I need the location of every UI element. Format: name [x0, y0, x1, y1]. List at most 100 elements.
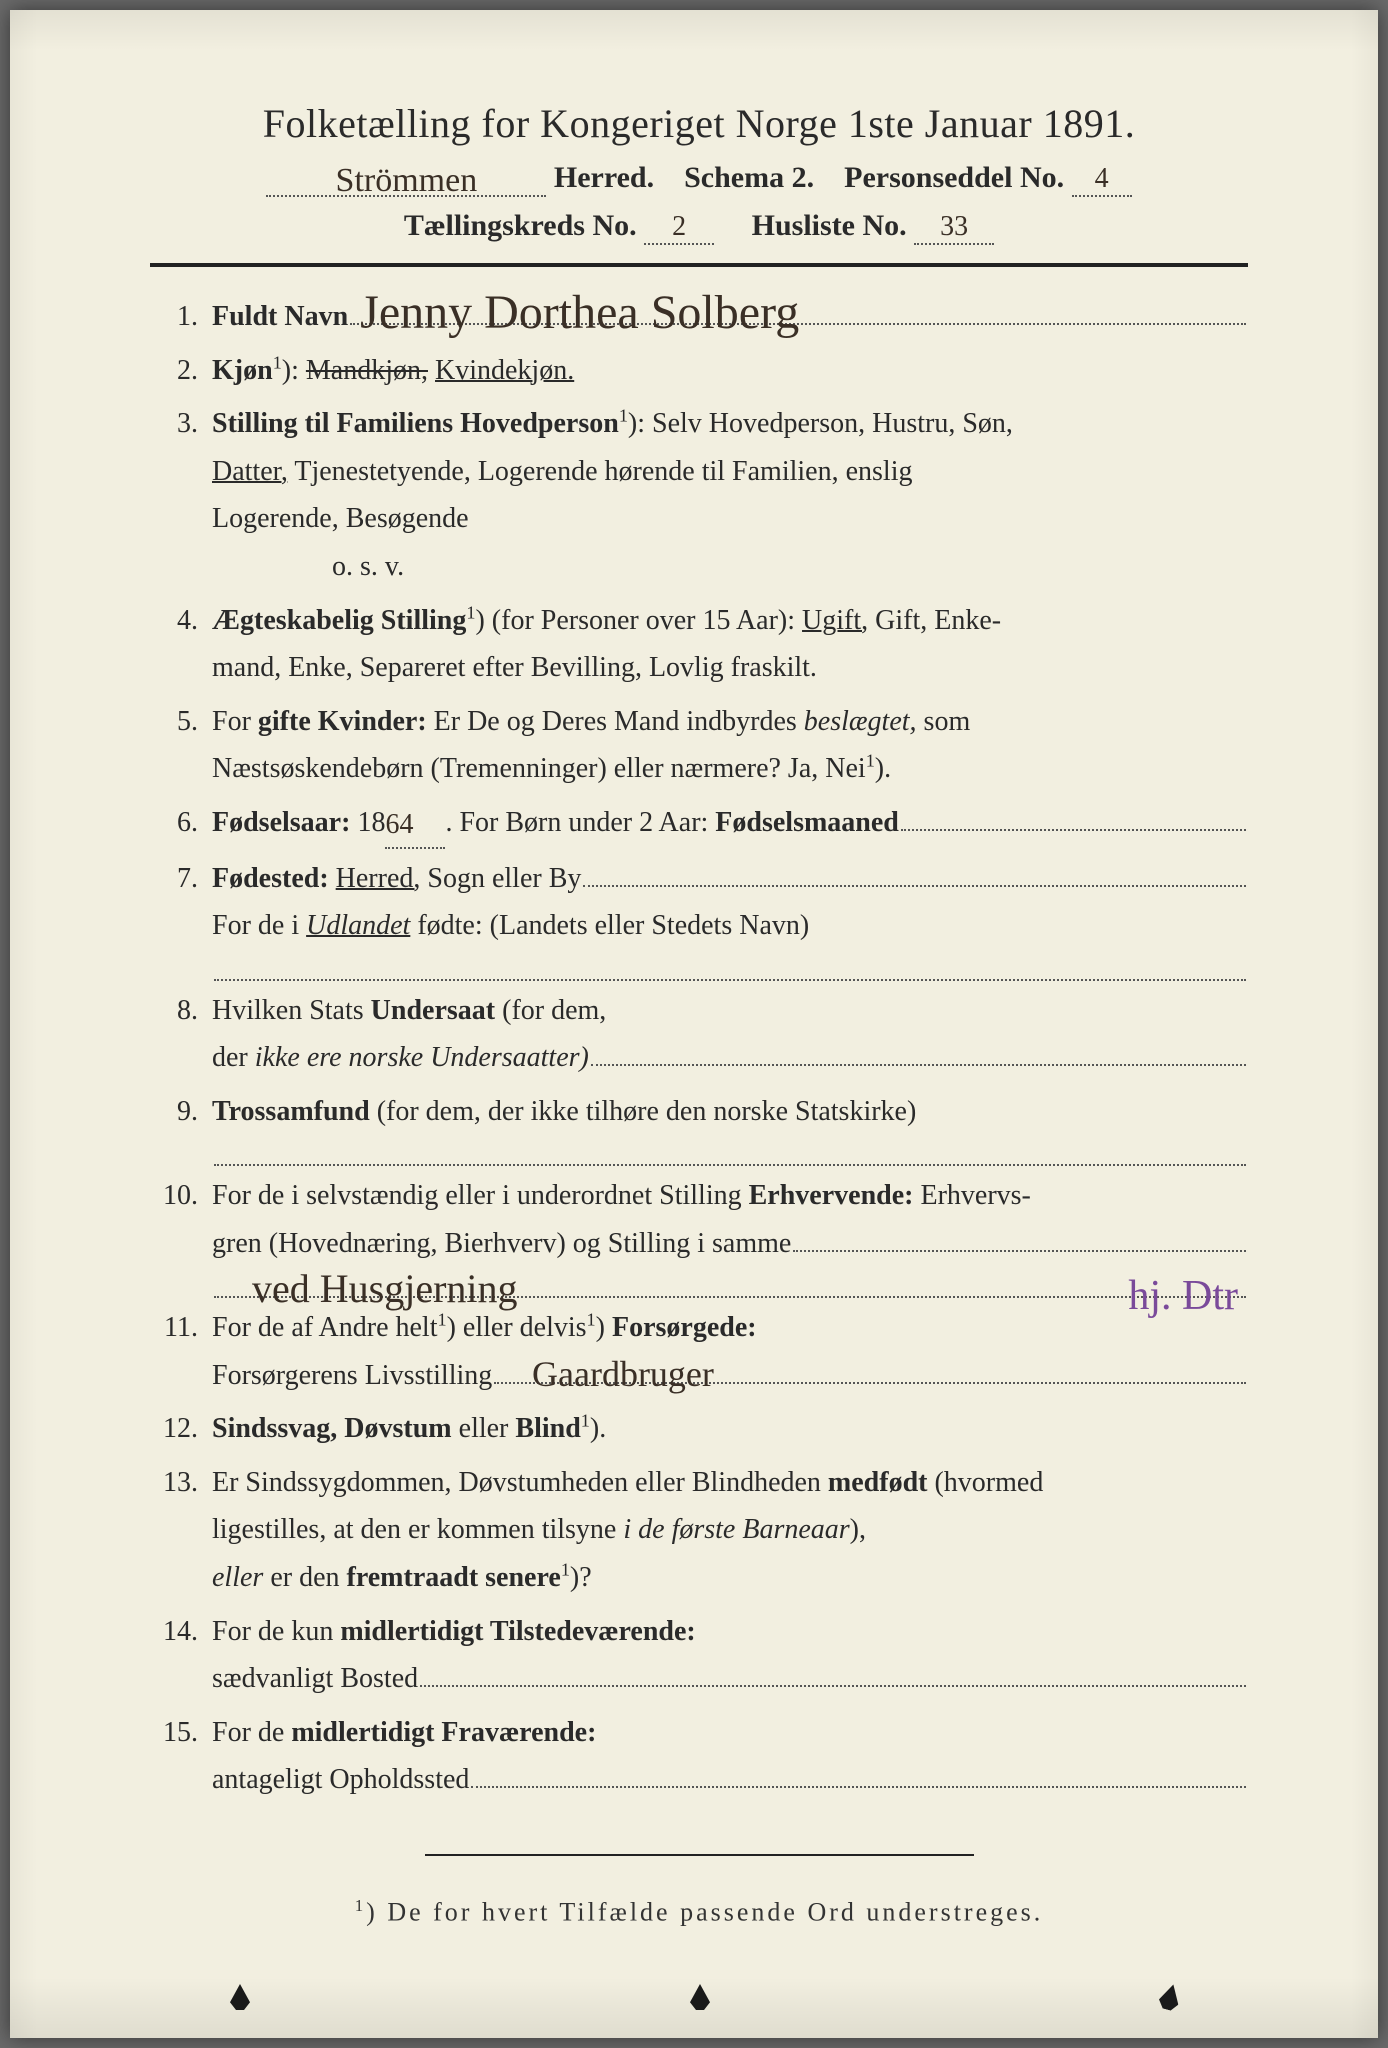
bold: Erhvervende: [749, 1180, 914, 1211]
line2a: Forsørgerens Livsstilling [212, 1352, 492, 1400]
field-7-birthplace: 7. Fødested: Herred, Sogn eller By For d… [150, 855, 1248, 981]
line1b: (hvormed [934, 1467, 1043, 1498]
field-content: Ægteskabelig Stilling1) (for Personer ov… [212, 597, 1248, 692]
line2: antageligt Opholdssted [212, 1756, 469, 1804]
sup1: 1 [438, 1310, 447, 1330]
footnote-sup: 1 [355, 1896, 366, 1915]
text2: som [924, 706, 971, 737]
field-num: 1. [150, 293, 212, 341]
field-8-citizenship: 8. Hvilken Stats Undersaat (for dem, der… [150, 987, 1248, 1082]
sup: 1 [619, 406, 628, 426]
herred-handwritten: Strömmen [336, 166, 478, 197]
sup: 1 [466, 602, 475, 622]
binding-hole-icon [230, 1984, 250, 2010]
husliste-field: 33 [914, 209, 994, 245]
schema-label: Schema 2. [684, 161, 814, 194]
line1b: (for dem, [502, 995, 606, 1026]
opt-datter-underlined: Datter, [212, 456, 288, 487]
bold2: fremtraadt senere [347, 1562, 561, 1593]
bold: midlertidigt Fraværende: [291, 1717, 596, 1748]
line2a: For de i [212, 910, 299, 941]
census-form-page: Folketælling for Kongeriget Norge 1ste J… [10, 10, 1378, 2038]
year-prefix: 18 [357, 799, 385, 847]
opt-herred-underlined: Herred, [336, 855, 421, 903]
opt-ugift-underlined: Ugift, [802, 605, 868, 636]
line2a: ligestilles, at den er kommen tilsyne [212, 1514, 616, 1545]
field-2-sex: 2. Kjøn1): Mandkjøn, Kvindekjøn. [150, 347, 1248, 395]
bold: Sindssvag, Døvstum [212, 1413, 452, 1444]
field-content: Stilling til Familiens Hovedperson1): Se… [212, 400, 1248, 590]
fill [471, 1758, 1246, 1789]
opt-female-underlined: Kvindekjøn. [435, 355, 574, 386]
line1a: For de af Andre helt [212, 1312, 438, 1343]
pre: For [212, 706, 251, 737]
field-10-occupation: 10. For de i selvstændig eller i underor… [150, 1172, 1248, 1298]
ital-udlandet: Udlandet [306, 910, 410, 941]
footnote: 1) De for hvert Tilfælde passende Ord un… [150, 1896, 1248, 1928]
field-num: 15. [150, 1709, 212, 1757]
bold: Trossamfund [212, 1096, 370, 1127]
husliste-no: 33 [940, 214, 968, 239]
sup: 1 [273, 352, 282, 372]
label: Stilling til Familiens Hovedperson [212, 408, 619, 439]
label: Fødested: [212, 855, 329, 903]
line3b: er den [270, 1562, 339, 1593]
field-11-provider: 11. For de af Andre helt1) eller delvis1… [150, 1304, 1248, 1399]
binding-hole-icon [1157, 1982, 1183, 2012]
ital: i de første Barneaar [623, 1514, 849, 1545]
label: Kjøn [212, 355, 273, 386]
field-num: 6. [150, 799, 212, 847]
sep: : [637, 408, 645, 439]
field-content: Hvilken Stats Undersaat (for dem, der ik… [212, 987, 1248, 1082]
field-3-relation: 3. Stilling til Familiens Hovedperson1):… [150, 400, 1248, 590]
line3a: eller [212, 1562, 263, 1593]
pre: For de kun [212, 1616, 333, 1647]
line2b: ), [850, 1514, 866, 1545]
field-13-congenital: 13. Er Sindssygdommen, Døvstumheden elle… [150, 1459, 1248, 1602]
fill2 [214, 1267, 1246, 1298]
form-header: Folketælling for Kongeriget Norge 1ste J… [150, 100, 1248, 245]
line1a: For de i selvstændig eller i underordnet… [212, 1180, 742, 1211]
opt-male-struck: Mandkjøn, [306, 355, 428, 386]
bold1: gifte Kvinder: [258, 706, 427, 737]
ital: ikke ere norske Undersaatter) [255, 1034, 589, 1082]
field-1-name: 1. Fuldt Navn Jenny Dorthea Solberg [150, 293, 1248, 341]
post: . For Børn under 2 Aar: [445, 799, 708, 847]
sup: 1 [561, 1560, 570, 1580]
line2: mand, Enke, Separeret efter Bevilling, L… [212, 652, 817, 683]
line1b: Erhvervs- [920, 1180, 1030, 1211]
kreds-field: 2 [644, 209, 714, 245]
footnote-text: ) De for hvert Tilfælde passende Ord und… [366, 1898, 1043, 1927]
field-num: 10. [150, 1172, 212, 1220]
blank-line [214, 950, 1246, 981]
header-line-3: Tællingskreds No. 2 Husliste No. 33 [150, 209, 1248, 245]
header-line-2: Strömmen Herred. Schema 2. Personseddel … [150, 161, 1248, 197]
line2: gren (Hovednæring, Bierhverv) og Stillin… [212, 1220, 791, 1268]
sup2: 1 [587, 1310, 596, 1330]
divider-top [150, 263, 1248, 267]
divider-footnote [425, 1854, 974, 1856]
line2a: der [212, 1034, 248, 1082]
field-num: 7. [150, 855, 212, 903]
full-name-hand: Jenny Dorthea Solberg [360, 272, 799, 354]
label: Ægteskabelig Stilling [212, 605, 466, 636]
line2b: Tjenestetyende, Logerende hørende til Fa… [294, 456, 912, 487]
rest1: Gift, Enke- [875, 605, 1001, 636]
field-content: For de midlertidigt Fraværende: antageli… [212, 1709, 1248, 1804]
field-6-birthyear: 6. Fødselsaar: 18 64 . For Børn under 2 … [150, 799, 1248, 849]
line3: Logerende, Besøgende [212, 503, 469, 534]
line2b: fødte: (Landets eller Stedets Navn) [417, 910, 809, 941]
field-num: 3. [150, 400, 212, 448]
name-fill: Jenny Dorthea Solberg [350, 294, 1246, 325]
fill [420, 1656, 1246, 1687]
field-content: For de af Andre helt1) eller delvis1) Fo… [212, 1304, 1248, 1399]
field-14-temp-present: 14. For de kun midlertidigt Tilstedevære… [150, 1608, 1248, 1703]
sup: 1 [581, 1411, 590, 1431]
end: ). [875, 753, 891, 784]
paren: (for Personer over 15 Aar): [492, 605, 795, 636]
field-num: 9. [150, 1088, 212, 1136]
line4: o. s. v. [212, 551, 404, 582]
field-12-disability: 12. Sindssvag, Døvstum eller Blind1). [150, 1405, 1248, 1453]
field-content: Fødested: Herred, Sogn eller By For de i… [212, 855, 1248, 981]
field-5-related: 5. For gifte Kvinder: Er De og Deres Man… [150, 698, 1248, 793]
